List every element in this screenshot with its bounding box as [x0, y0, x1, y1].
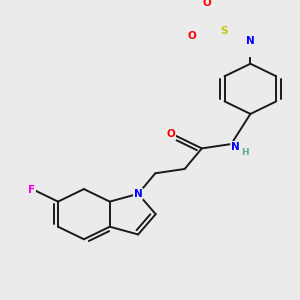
- Text: H: H: [241, 148, 249, 157]
- Text: O: O: [203, 0, 212, 8]
- Text: S: S: [220, 26, 227, 36]
- Text: F: F: [28, 185, 35, 195]
- Text: N: N: [246, 36, 255, 46]
- Text: O: O: [166, 129, 175, 139]
- Text: O: O: [188, 31, 196, 41]
- Text: N: N: [134, 189, 142, 199]
- Text: N: N: [231, 142, 240, 152]
